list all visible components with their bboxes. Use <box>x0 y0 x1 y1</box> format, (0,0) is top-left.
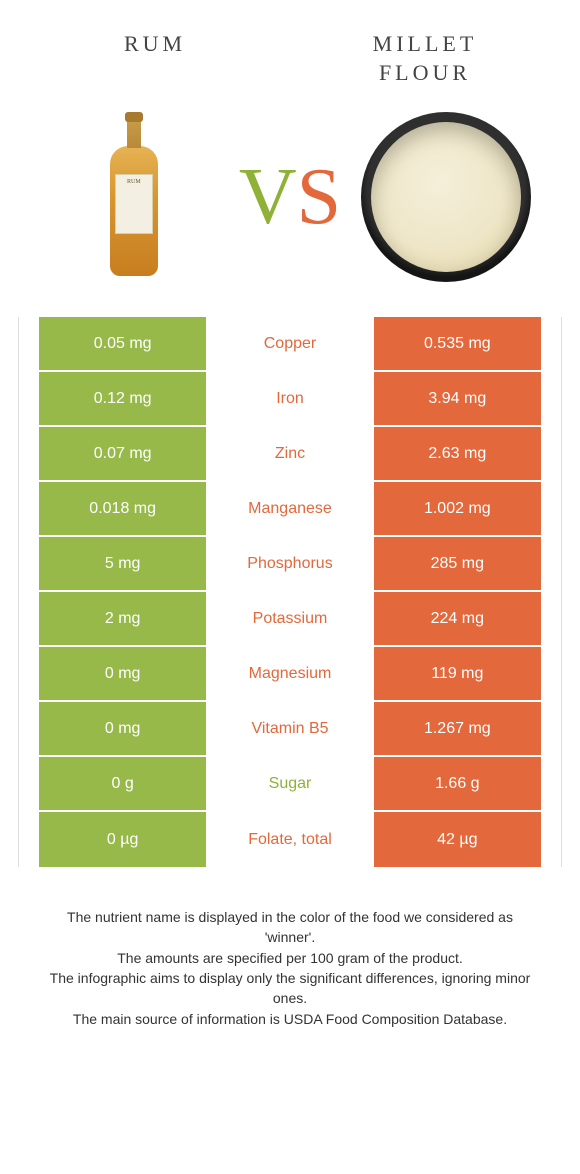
table-row: 5 mgPhosphorus285 mg <box>39 537 541 592</box>
table-row: 0.05 mgCopper0.535 mg <box>39 317 541 372</box>
nutrient-name: Manganese <box>206 482 373 535</box>
left-value: 5 mg <box>39 537 206 590</box>
left-value: 0 mg <box>39 702 206 755</box>
nutrient-name: Folate, total <box>206 812 373 867</box>
footer-line: The amounts are specified per 100 gram o… <box>40 948 540 968</box>
footer-line: The infographic aims to display only the… <box>40 968 540 1009</box>
footer-notes: The nutrient name is displayed in the co… <box>0 867 580 1069</box>
right-title: Millet flour <box>325 30 525 87</box>
left-value: 0.07 mg <box>39 427 206 480</box>
left-image: RUM <box>49 107 219 287</box>
right-value: 224 mg <box>374 592 541 645</box>
right-value: 119 mg <box>374 647 541 700</box>
left-value: 0.12 mg <box>39 372 206 425</box>
vs-v: V <box>239 153 297 241</box>
left-value: 0 mg <box>39 647 206 700</box>
nutrient-name: Phosphorus <box>206 537 373 590</box>
right-value: 2.63 mg <box>374 427 541 480</box>
table-row: 0.07 mgZinc2.63 mg <box>39 427 541 482</box>
footer-line: The nutrient name is displayed in the co… <box>40 907 540 948</box>
footer-line: The main source of information is USDA F… <box>40 1009 540 1029</box>
right-value: 3.94 mg <box>374 372 541 425</box>
vs-s: S <box>297 153 342 241</box>
table-row: 0 mgMagnesium119 mg <box>39 647 541 702</box>
right-image <box>361 107 531 287</box>
table-row: 2 mgPotassium224 mg <box>39 592 541 647</box>
right-value: 285 mg <box>374 537 541 590</box>
nutrient-name: Magnesium <box>206 647 373 700</box>
right-value: 0.535 mg <box>374 317 541 370</box>
left-title: Rum <box>55 30 255 87</box>
vs-label: VS <box>239 152 341 243</box>
nutrient-name: Copper <box>206 317 373 370</box>
table-row: 0 gSugar1.66 g <box>39 757 541 812</box>
right-value: 1.002 mg <box>374 482 541 535</box>
comparison-table: 0.05 mgCopper0.535 mg0.12 mgIron3.94 mg0… <box>18 317 562 867</box>
left-value: 0.018 mg <box>39 482 206 535</box>
table-row: 0 mgVitamin B51.267 mg <box>39 702 541 757</box>
rum-bottle-icon: RUM <box>110 112 158 282</box>
right-value: 1.267 mg <box>374 702 541 755</box>
right-value: 1.66 g <box>374 757 541 810</box>
flour-bowl-icon <box>361 112 531 282</box>
nutrient-name: Vitamin B5 <box>206 702 373 755</box>
right-value: 42 µg <box>374 812 541 867</box>
header: Rum Millet flour <box>0 0 580 97</box>
left-value: 0.05 mg <box>39 317 206 370</box>
left-value: 0 g <box>39 757 206 810</box>
nutrient-name: Sugar <box>206 757 373 810</box>
nutrient-name: Iron <box>206 372 373 425</box>
nutrient-name: Potassium <box>206 592 373 645</box>
table-row: 0.018 mgManganese1.002 mg <box>39 482 541 537</box>
left-value: 2 mg <box>39 592 206 645</box>
images-row: RUM VS <box>0 97 580 317</box>
table-row: 0 µgFolate, total42 µg <box>39 812 541 867</box>
nutrient-name: Zinc <box>206 427 373 480</box>
left-value: 0 µg <box>39 812 206 867</box>
table-row: 0.12 mgIron3.94 mg <box>39 372 541 427</box>
